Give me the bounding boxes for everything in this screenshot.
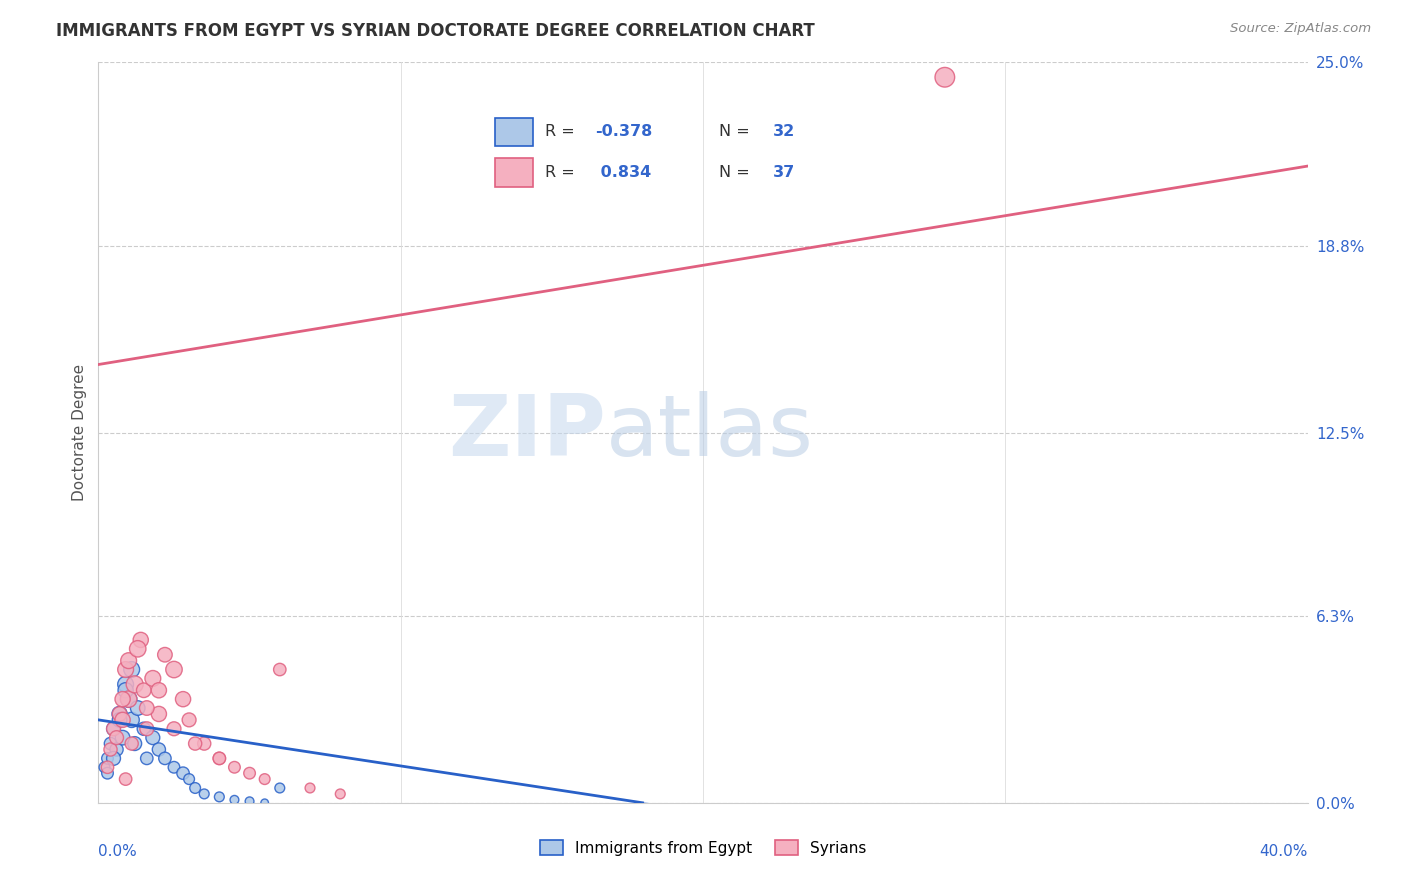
Point — [269, 663, 291, 677]
Point — [118, 692, 141, 706]
Point — [121, 713, 143, 727]
Point — [114, 663, 136, 677]
Point — [114, 677, 136, 691]
Point — [135, 722, 157, 736]
Point — [172, 692, 194, 706]
Point — [239, 766, 262, 780]
Point — [100, 742, 122, 756]
Point — [172, 766, 194, 780]
Point — [184, 780, 207, 795]
Point — [299, 780, 322, 795]
Point — [114, 772, 136, 786]
Point — [142, 731, 165, 745]
Text: 0.0%: 0.0% — [98, 844, 138, 858]
Point — [253, 796, 276, 810]
Point — [96, 766, 118, 780]
Point — [253, 772, 276, 786]
Point — [179, 772, 201, 786]
Point — [163, 760, 186, 774]
Point — [132, 683, 155, 698]
Point — [224, 793, 246, 807]
Point — [135, 701, 157, 715]
Point — [118, 654, 141, 668]
Point — [118, 692, 141, 706]
Point — [148, 683, 170, 698]
Point — [208, 751, 231, 765]
Point — [148, 706, 170, 721]
Point — [124, 737, 146, 751]
Point — [111, 731, 134, 745]
Point — [111, 692, 134, 706]
Point — [121, 663, 143, 677]
Point — [163, 663, 186, 677]
Point — [129, 632, 152, 647]
Point — [132, 722, 155, 736]
Point — [100, 737, 122, 751]
Point — [127, 701, 149, 715]
Text: Source: ZipAtlas.com: Source: ZipAtlas.com — [1230, 22, 1371, 36]
Point — [135, 751, 157, 765]
Point — [269, 780, 291, 795]
Point — [103, 722, 125, 736]
Point — [103, 722, 125, 736]
Point — [114, 683, 136, 698]
Point — [153, 648, 176, 662]
Point — [179, 713, 201, 727]
Point — [111, 713, 134, 727]
Point — [148, 742, 170, 756]
Point — [108, 706, 131, 721]
Legend: Immigrants from Egypt, Syrians: Immigrants from Egypt, Syrians — [533, 834, 873, 862]
Point — [96, 751, 118, 765]
Point — [153, 751, 176, 765]
Point — [934, 70, 956, 85]
Point — [124, 677, 146, 691]
Point — [163, 722, 186, 736]
Point — [208, 751, 231, 765]
Point — [105, 742, 128, 756]
Point — [105, 731, 128, 745]
Point — [329, 787, 352, 801]
Point — [108, 706, 131, 721]
Point — [193, 787, 215, 801]
Point — [108, 713, 131, 727]
Point — [121, 737, 143, 751]
Point — [193, 737, 215, 751]
Point — [184, 737, 207, 751]
Text: IMMIGRANTS FROM EGYPT VS SYRIAN DOCTORATE DEGREE CORRELATION CHART: IMMIGRANTS FROM EGYPT VS SYRIAN DOCTORAT… — [56, 22, 815, 40]
Point — [208, 789, 231, 804]
Point — [96, 760, 118, 774]
Text: atlas: atlas — [606, 391, 814, 475]
Y-axis label: Doctorate Degree: Doctorate Degree — [72, 364, 87, 501]
Text: 40.0%: 40.0% — [1260, 844, 1308, 858]
Point — [142, 672, 165, 686]
Point — [239, 794, 262, 808]
Point — [224, 760, 246, 774]
Point — [103, 751, 125, 765]
Text: ZIP: ZIP — [449, 391, 606, 475]
Point — [127, 641, 149, 656]
Point — [93, 760, 115, 774]
